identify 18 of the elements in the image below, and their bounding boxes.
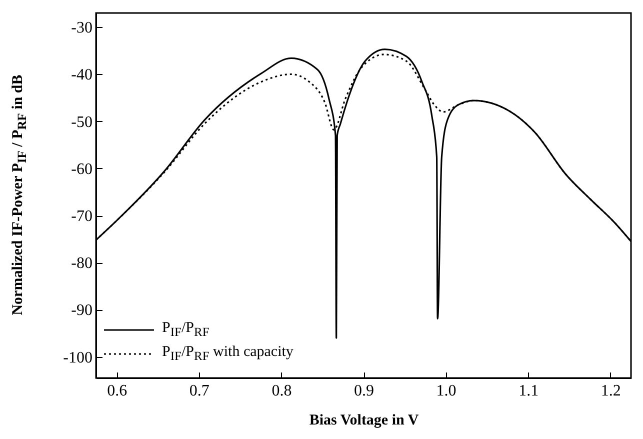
x-tick-label: 1.0	[436, 382, 456, 400]
x-tick-label: 1.2	[600, 382, 621, 400]
y-tick-label: -100	[63, 349, 92, 366]
y-tick-label: -80	[71, 255, 92, 272]
x-tick-label: 0.8	[272, 382, 292, 400]
y-tick-label: -70	[71, 208, 92, 226]
x-tick-label: 0.7	[189, 382, 210, 400]
x-tick-label: 0.9	[354, 382, 374, 400]
y-tick-label: -50	[71, 114, 92, 131]
y-tick-label: -40	[71, 66, 92, 84]
y-tick-label: -60	[71, 160, 92, 178]
x-axis-title: Bias Voltage in V	[309, 412, 419, 428]
y-tick-label: -90	[71, 302, 92, 320]
x-tick-label: 0.6	[107, 382, 128, 400]
legend-label: P$_{IF}$/P$_{RF}$	[162, 319, 210, 341]
y-tick-label: -30	[71, 20, 92, 37]
x-tick-label: 1.1	[518, 382, 539, 400]
legend-label: P$_{IF}$/P$_{RF}$ with capacity	[162, 343, 294, 365]
